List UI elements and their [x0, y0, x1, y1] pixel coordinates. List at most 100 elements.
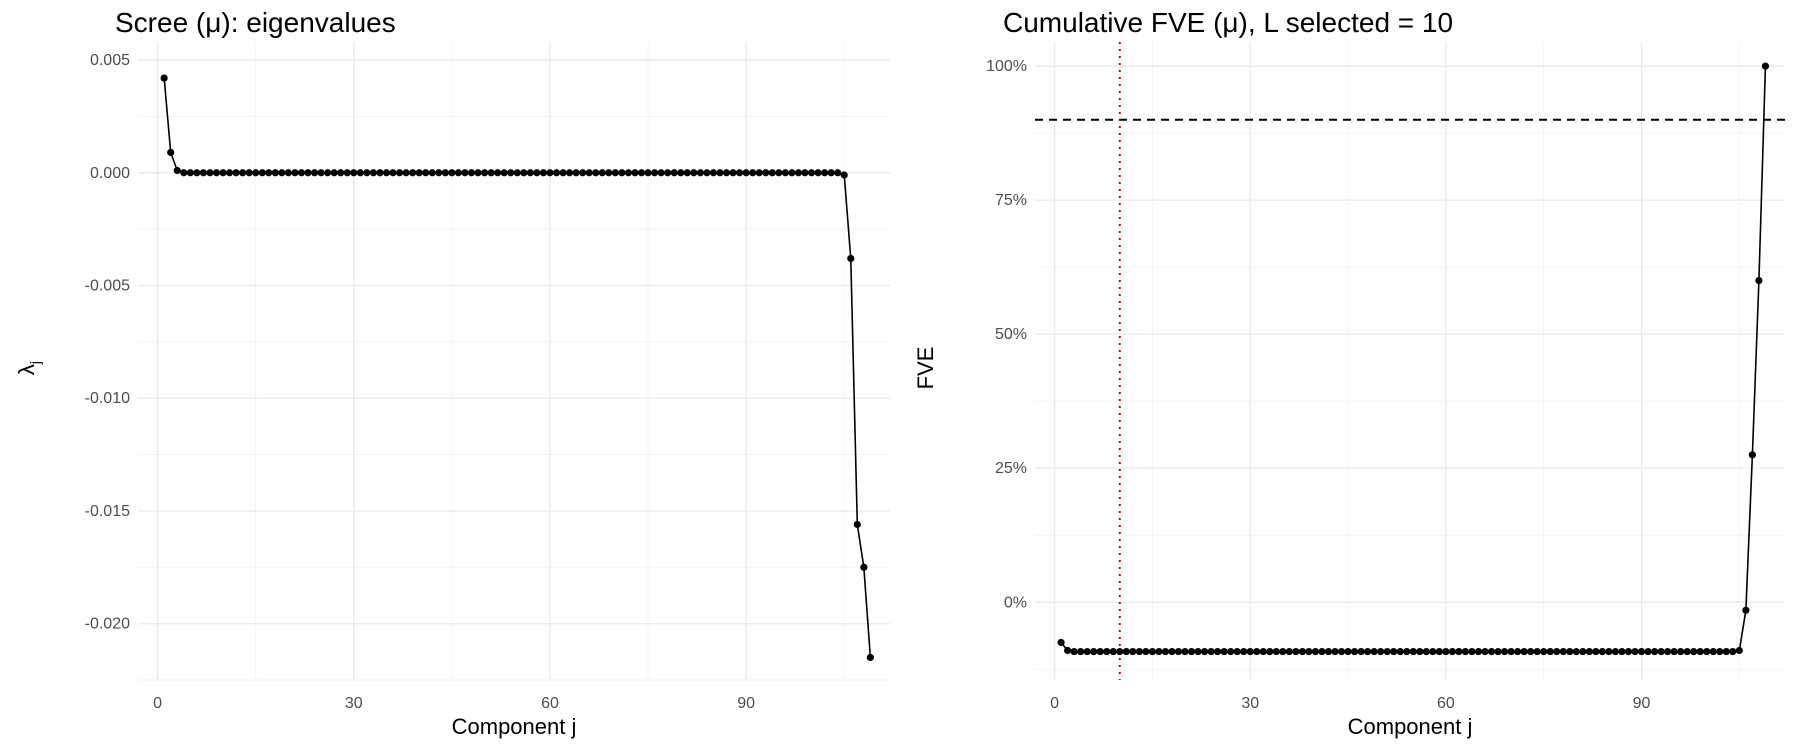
scree-data-point	[199, 169, 207, 177]
scree-data-point	[520, 169, 528, 177]
scree-data-point	[533, 169, 541, 177]
fve-data-point	[1624, 647, 1633, 656]
fve-y-tick-label: 100%	[986, 58, 1027, 75]
scree-data-point	[448, 169, 456, 177]
fve-data-point	[1455, 647, 1463, 656]
fve-data-point	[1507, 647, 1515, 656]
scree-data-point	[402, 169, 410, 177]
fve-data-point	[1116, 647, 1124, 656]
scree-data-point	[324, 169, 332, 177]
fve-data-point	[1305, 647, 1313, 656]
scree-data-point	[474, 169, 482, 177]
scree-data-point	[278, 169, 286, 177]
fve-data-point	[1148, 647, 1156, 656]
scree-data-point	[762, 169, 770, 177]
scree-data-point	[395, 169, 404, 177]
scree-data-point	[696, 169, 704, 177]
scree-data-point	[343, 169, 351, 177]
fve-y-tick-label: 75%	[995, 192, 1027, 209]
scree-title: Scree (μ): eigenvalues	[115, 7, 396, 38]
scree-y-axis-label-main: λ	[14, 364, 39, 375]
scree-data-point	[428, 169, 436, 177]
fve-data-point	[1155, 647, 1163, 656]
fve-x-tick-label: 30	[1241, 695, 1259, 712]
fve-data-point	[1487, 647, 1496, 656]
fve-data-point	[1729, 647, 1737, 656]
fve-data-point	[1096, 647, 1104, 656]
fve-data-point	[1227, 647, 1235, 656]
scree-data-point	[356, 169, 364, 177]
fve-data-point	[1442, 647, 1450, 656]
scree-data-point	[369, 169, 378, 177]
fve-series-line	[1060, 66, 1767, 653]
fve-data-point	[1677, 647, 1685, 656]
scree-data-point	[363, 169, 371, 177]
fve-data-point	[1703, 647, 1711, 656]
scree-y-tick-label: 0.005	[90, 52, 130, 69]
scree-y-ticks: 0.005 0.000 -0.005 -0.010 -0.015 -0.020	[85, 52, 130, 633]
scree-data-point	[677, 169, 685, 177]
fve-data-point	[1527, 647, 1535, 656]
scree-series-line	[163, 77, 872, 658]
fve-data-point	[1233, 647, 1241, 656]
fve-data-point	[1755, 276, 1763, 285]
scree-data-point	[755, 169, 763, 177]
scree-x-ticks: 0 30 60 90	[153, 695, 755, 712]
scree-data-point	[546, 169, 554, 177]
fve-data-point	[1090, 647, 1098, 656]
fve-data-point	[1709, 647, 1717, 656]
scree-data-point	[422, 169, 430, 177]
fve-data-point	[1468, 647, 1476, 656]
scree-data-point	[232, 169, 240, 177]
scree-data-point	[382, 169, 391, 177]
scree-x-tick-label: 60	[541, 695, 559, 712]
fve-data-point	[1142, 647, 1150, 656]
fve-data-point	[1266, 647, 1274, 656]
fve-data-point	[1494, 647, 1502, 656]
scree-data-point	[644, 169, 652, 177]
fve-y-tick-label: 0%	[1004, 594, 1027, 611]
fve-data-point	[1220, 647, 1228, 656]
fve-data-point	[1546, 647, 1554, 656]
fve-data-point	[1246, 647, 1254, 656]
fve-data-point	[1240, 647, 1248, 656]
scree-data-point	[690, 169, 698, 177]
scree-data-point	[297, 169, 306, 177]
scree-data-point	[494, 169, 502, 177]
scree-data-point	[487, 169, 495, 177]
scree-data-point	[409, 169, 417, 177]
scree-data-point	[454, 169, 463, 177]
fve-data-point	[1566, 647, 1574, 656]
fve-data-point	[1109, 647, 1117, 656]
fve-data-point	[1168, 647, 1176, 656]
fve-data-point	[1403, 647, 1411, 656]
scree-y-tick-label: -0.005	[85, 277, 130, 294]
fve-panel: Cumulative FVE (μ), L selected = 10 0 30 6…	[913, 7, 1785, 739]
scree-data-point	[317, 169, 325, 177]
scree-data-point	[350, 169, 358, 177]
fve-data-point	[1650, 647, 1659, 656]
fve-y-ticks: 100% 75% 50% 25% 0%	[986, 58, 1027, 611]
scree-x-tick-label: 90	[737, 695, 755, 712]
fve-data-point	[1357, 647, 1365, 656]
scree-data-point	[461, 169, 469, 177]
fve-data-point	[1683, 647, 1691, 656]
scree-data-point	[611, 169, 619, 177]
scree-data-point	[657, 169, 665, 177]
scree-data-point	[435, 169, 443, 177]
scree-data-point	[722, 169, 731, 177]
scree-data-point	[507, 169, 515, 177]
fve-data-point	[1540, 647, 1548, 656]
scree-data-point	[173, 166, 181, 175]
scree-data-point	[585, 169, 593, 177]
fve-data-point	[1748, 451, 1756, 459]
fve-data-point	[1664, 647, 1672, 656]
scree-data-point	[860, 563, 868, 571]
fve-data-point	[1500, 647, 1509, 656]
fve-series	[1057, 62, 1770, 656]
fve-data-point	[1331, 647, 1339, 656]
scree-data-point	[631, 169, 639, 177]
scree-data-point	[788, 169, 796, 177]
fve-data-point	[1761, 62, 1770, 70]
